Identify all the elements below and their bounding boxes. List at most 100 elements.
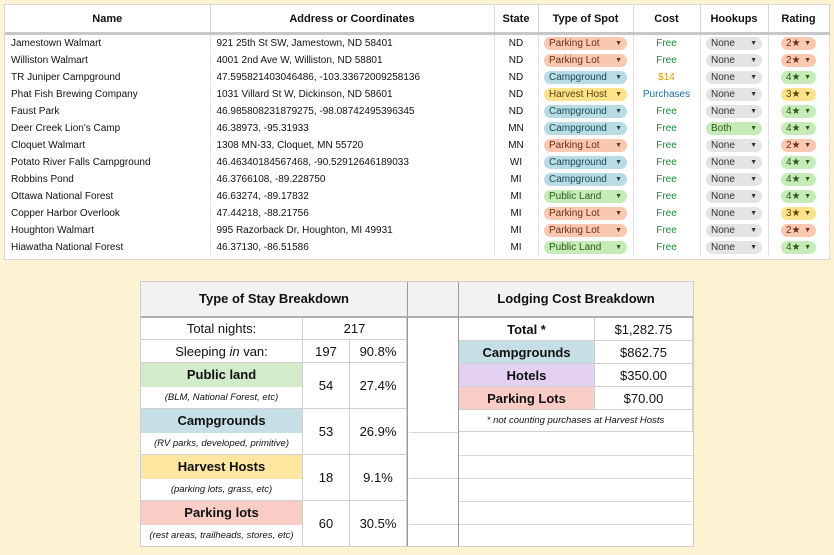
type-cell[interactable]: Parking Lot ▼ [538, 204, 634, 222]
rating-cell[interactable]: 4★ ▼ [768, 153, 830, 171]
hookups-dropdown[interactable]: None ▼ [706, 223, 762, 237]
hookups-cell[interactable]: None ▼ [700, 85, 769, 103]
type-dropdown[interactable]: Campground ▼ [544, 155, 627, 169]
rating-cell[interactable]: 4★ ▼ [768, 68, 830, 86]
address-cell[interactable]: 4001 2nd Ave W, Williston, ND 58801 [210, 51, 495, 69]
hookups-cell[interactable]: None ▼ [700, 102, 769, 120]
rating-cell[interactable]: 4★ ▼ [768, 102, 830, 120]
rating-dropdown[interactable]: 2★ ▼ [781, 36, 816, 50]
hookups-cell[interactable]: None ▼ [700, 153, 769, 171]
site-name-cell[interactable]: Houghton Walmart [5, 221, 211, 239]
site-name-cell[interactable]: Ottawa National Forest [5, 187, 211, 205]
cost-cell[interactable]: Purchases [633, 85, 701, 103]
site-name-cell[interactable]: Faust Park [5, 102, 211, 120]
type-dropdown[interactable]: Harvest Host ▼ [544, 87, 627, 101]
rating-dropdown[interactable]: 2★ ▼ [781, 53, 816, 67]
site-name-cell[interactable]: Copper Harbor Overlook [5, 204, 211, 222]
cost-cell[interactable]: Free [633, 170, 701, 188]
header-type[interactable]: Type of Spot [538, 5, 634, 35]
cost-cell[interactable]: Free [633, 51, 701, 69]
address-cell[interactable]: 995 Razorback Dr, Houghton, MI 49931 [210, 221, 495, 239]
state-cell[interactable]: MI [494, 170, 539, 188]
state-cell[interactable]: ND [494, 68, 539, 86]
hookups-dropdown[interactable]: None ▼ [706, 36, 762, 50]
type-dropdown[interactable]: Parking Lot ▼ [544, 36, 627, 50]
site-name-cell[interactable]: Hiawatha National Forest [5, 238, 211, 256]
address-cell[interactable]: 46.63274, -89.17832 [210, 187, 495, 205]
rating-cell[interactable]: 2★ ▼ [768, 33, 830, 52]
address-cell[interactable]: 1308 MN-33, Cloquet, MN 55720 [210, 136, 495, 154]
address-cell[interactable]: 47.595821403046486, -103.33672009258136 [210, 68, 495, 86]
state-cell[interactable]: ND [494, 85, 539, 103]
cost-cell[interactable]: Free [633, 136, 701, 154]
type-cell[interactable]: Harvest Host ▼ [538, 85, 634, 103]
rating-cell[interactable]: 3★ ▼ [768, 204, 830, 222]
header-rating[interactable]: Rating [768, 5, 830, 35]
hookups-dropdown[interactable]: Both ▼ [706, 121, 762, 135]
hookups-cell[interactable]: None ▼ [700, 187, 769, 205]
rating-cell[interactable]: 4★ ▼ [768, 170, 830, 188]
cost-cell[interactable]: Free [633, 119, 701, 137]
rating-cell[interactable]: 2★ ▼ [768, 221, 830, 239]
site-name-cell[interactable]: Robbins Pond [5, 170, 211, 188]
state-cell[interactable]: ND [494, 51, 539, 69]
type-cell[interactable]: Campground ▼ [538, 170, 634, 188]
address-cell[interactable]: 46.3766108, -89.228750 [210, 170, 495, 188]
state-cell[interactable]: MI [494, 187, 539, 205]
state-cell[interactable]: ND [494, 33, 539, 52]
rating-cell[interactable]: 2★ ▼ [768, 136, 830, 154]
hookups-dropdown[interactable]: None ▼ [706, 189, 762, 203]
site-name-cell[interactable]: Potato River Falls Campground [5, 153, 211, 171]
state-cell[interactable]: ND [494, 102, 539, 120]
cost-cell[interactable]: Free [633, 153, 701, 171]
hookups-cell[interactable]: None ▼ [700, 170, 769, 188]
rating-cell[interactable]: 4★ ▼ [768, 238, 830, 256]
header-address[interactable]: Address or Coordinates [210, 5, 495, 35]
hookups-dropdown[interactable]: None ▼ [706, 87, 762, 101]
hookups-cell[interactable]: None ▼ [700, 33, 769, 52]
cost-cell[interactable]: Free [633, 204, 701, 222]
rating-cell[interactable]: 4★ ▼ [768, 187, 830, 205]
rating-cell[interactable]: 2★ ▼ [768, 51, 830, 69]
type-dropdown[interactable]: Campground ▼ [544, 121, 627, 135]
hookups-cell[interactable]: None ▼ [700, 238, 769, 256]
state-cell[interactable]: MN [494, 136, 539, 154]
address-cell[interactable]: 1031 Villard St W, Dickinson, ND 58601 [210, 85, 495, 103]
cost-cell[interactable]: Free [633, 221, 701, 239]
hookups-dropdown[interactable]: None ▼ [706, 104, 762, 118]
rating-dropdown[interactable]: 3★ ▼ [781, 206, 816, 220]
hookups-dropdown[interactable]: None ▼ [706, 70, 762, 84]
rating-dropdown[interactable]: 3★ ▼ [781, 87, 816, 101]
site-name-cell[interactable]: Williston Walmart [5, 51, 211, 69]
rating-cell[interactable]: 4★ ▼ [768, 119, 830, 137]
hookups-cell[interactable]: None ▼ [700, 221, 769, 239]
type-dropdown[interactable]: Parking Lot ▼ [544, 138, 627, 152]
site-name-cell[interactable]: Cloquet Walmart [5, 136, 211, 154]
hookups-cell[interactable]: None ▼ [700, 204, 769, 222]
hookups-cell[interactable]: None ▼ [700, 136, 769, 154]
rating-dropdown[interactable]: 2★ ▼ [781, 223, 816, 237]
type-cell[interactable]: Parking Lot ▼ [538, 51, 634, 69]
hookups-dropdown[interactable]: None ▼ [706, 138, 762, 152]
type-dropdown[interactable]: Parking Lot ▼ [544, 206, 627, 220]
type-dropdown[interactable]: Public Land ▼ [544, 189, 627, 203]
type-cell[interactable]: Campground ▼ [538, 119, 634, 137]
cost-cell[interactable]: Free [633, 187, 701, 205]
header-state[interactable]: State [494, 5, 539, 35]
type-cell[interactable]: Campground ▼ [538, 68, 634, 86]
hookups-cell[interactable]: None ▼ [700, 51, 769, 69]
cost-cell[interactable]: Free [633, 238, 701, 256]
cost-cell[interactable]: Free [633, 102, 701, 120]
address-cell[interactable]: 46.37130, -86.51586 [210, 238, 495, 256]
type-cell[interactable]: Campground ▼ [538, 153, 634, 171]
rating-dropdown[interactable]: 4★ ▼ [781, 104, 816, 118]
cost-cell[interactable]: $14 [633, 68, 701, 86]
rating-cell[interactable]: 3★ ▼ [768, 85, 830, 103]
site-name-cell[interactable]: Phat Fish Brewing Company [5, 85, 211, 103]
address-cell[interactable]: 46.46340184567468, -90.52912646189033 [210, 153, 495, 171]
header-cost[interactable]: Cost [633, 5, 701, 35]
rating-dropdown[interactable]: 4★ ▼ [781, 172, 816, 186]
rating-dropdown[interactable]: 4★ ▼ [781, 189, 816, 203]
hookups-dropdown[interactable]: None ▼ [706, 206, 762, 220]
rating-dropdown[interactable]: 4★ ▼ [781, 155, 816, 169]
